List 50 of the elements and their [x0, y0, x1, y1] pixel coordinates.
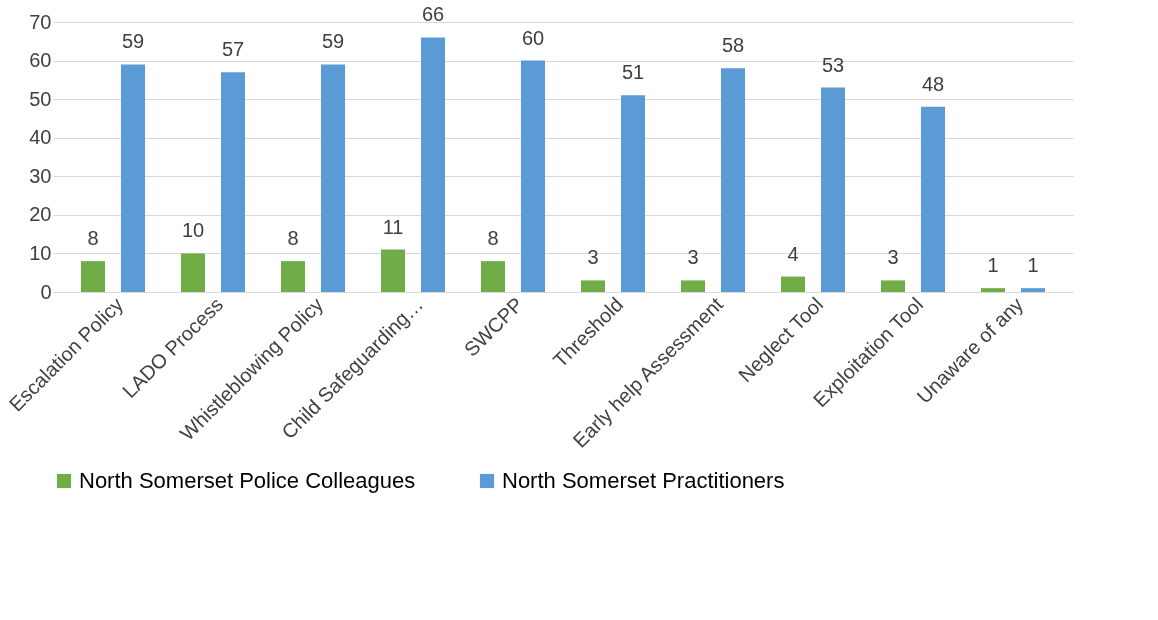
bar: [121, 64, 145, 292]
data-label: 53: [821, 53, 845, 76]
data-label: 11: [382, 215, 404, 238]
data-label: 3: [887, 246, 899, 269]
data-label: 60: [521, 26, 545, 49]
data-label: 1: [1027, 254, 1039, 277]
data-label: 59: [121, 30, 145, 53]
bar: [881, 280, 905, 292]
bar: [421, 37, 445, 292]
bar: [181, 253, 205, 292]
bar: [981, 288, 1005, 292]
y-tick-label: 10: [29, 241, 52, 264]
data-label: 8: [487, 227, 499, 250]
y-tick-label: 0: [40, 280, 52, 303]
data-label: 3: [587, 246, 599, 269]
bar: [481, 261, 505, 292]
data-label: 1: [987, 254, 999, 277]
bar: [521, 60, 545, 292]
legend-label: North Somerset Practitioners: [502, 468, 785, 493]
bar: [581, 280, 605, 292]
legend-label: North Somerset Police Colleagues: [79, 468, 416, 493]
y-tick-label: 40: [29, 126, 52, 149]
data-label: 58: [721, 34, 745, 57]
bar: [381, 249, 405, 292]
bar: [621, 95, 645, 292]
data-label: 51: [621, 61, 645, 84]
y-tick-label: 20: [29, 203, 52, 226]
data-label: 59: [321, 30, 345, 53]
bar: [81, 261, 105, 292]
y-tick-label: 30: [29, 164, 52, 187]
data-label: 8: [287, 227, 299, 250]
bar: [921, 106, 945, 292]
data-label: 10: [181, 219, 205, 242]
bar: [781, 276, 805, 292]
data-label: 66: [421, 3, 445, 26]
data-label: 4: [787, 242, 799, 265]
bar: [821, 87, 845, 292]
y-tick-label: 70: [29, 10, 52, 33]
bar: [221, 72, 245, 292]
bar: [321, 64, 345, 292]
data-label: 3: [687, 246, 699, 269]
data-label: 8: [87, 227, 99, 250]
data-label: 57: [221, 38, 245, 61]
bar: [721, 68, 745, 292]
y-tick-label: 60: [29, 49, 52, 72]
bar: [281, 261, 305, 292]
bar: [1021, 288, 1045, 292]
y-tick-label: 50: [29, 87, 52, 110]
data-label: 48: [921, 72, 945, 95]
bar: [681, 280, 705, 292]
